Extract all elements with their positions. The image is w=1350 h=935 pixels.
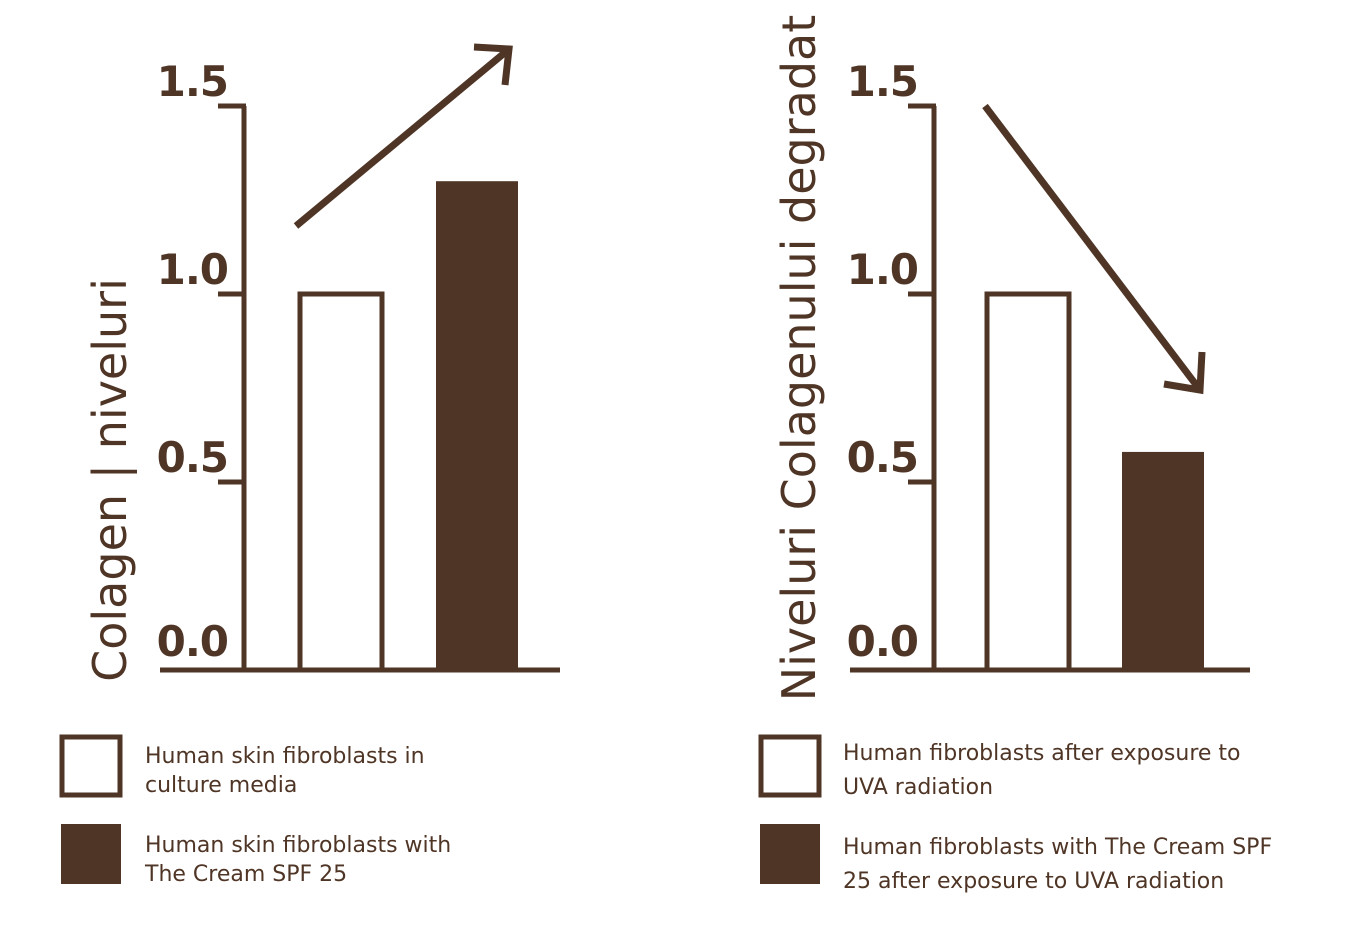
legend-swatch-filled: [760, 824, 820, 884]
y-axis-label: Niveluri Colagenului degradat: [772, 15, 826, 702]
trend-arrow-shaft: [293, 47, 511, 229]
bar-outline: [297, 291, 385, 673]
trend-arrow-head: [473, 43, 513, 86]
legend-label: UVA radiation: [843, 775, 993, 800]
legend-label: culture media: [145, 773, 297, 798]
y-axis-label: Colagen | niveluri: [83, 278, 138, 682]
trend-up-arrow-icon: [293, 43, 513, 229]
legend-label: Human fibroblasts with The Cream SPF: [843, 835, 1272, 860]
bar-filled: [1122, 451, 1204, 670]
legend-item: Human fibroblasts with The Cream SPF 25 a…: [760, 824, 1272, 894]
y-tick-label: 1.5: [847, 57, 918, 106]
legend-label: Human skin fibroblasts in: [145, 744, 425, 769]
chart-panel-1: Colagen | niveluri 0.0 0.5 1.0 1.5 Human skin…: [59, 43, 560, 887]
legend-swatch-filled: [61, 824, 121, 884]
y-tick-label: 1.5: [157, 57, 228, 106]
legend-label: The Cream SPF 25: [144, 862, 347, 887]
trend-arrow-shaft: [982, 103, 1203, 393]
legend-item: Human fibroblasts after exposure to UVA r…: [758, 734, 1241, 800]
y-tick-label: 0.0: [847, 617, 918, 666]
y-tick-label: 0.5: [157, 433, 228, 482]
bar-filled: [436, 181, 518, 670]
legend-label: Human fibroblasts after exposure to: [843, 741, 1241, 766]
legend-label: 25 after exposure to UVA radiation: [843, 869, 1224, 894]
y-tick-label: 0.5: [847, 433, 918, 482]
legend-item: Human skin fibroblasts in culture media: [59, 734, 425, 798]
trend-down-arrow-icon: [982, 103, 1206, 395]
legend-swatch-outline: [59, 734, 123, 798]
trend-arrow-head: [1163, 351, 1206, 395]
chart-panel-2: Niveluri Colagenului degradat 0.0 0.5 1.0 1.…: [758, 15, 1272, 894]
y-tick-label: 1.0: [847, 245, 918, 294]
bar-outline: [984, 291, 1072, 673]
legend-label: Human skin fibroblasts with: [145, 833, 451, 858]
y-tick-label: 0.0: [157, 617, 228, 666]
y-tick-label: 1.0: [157, 245, 228, 294]
legend-item: Human skin fibroblasts with The Cream SPF…: [61, 824, 451, 887]
legend-swatch-outline: [758, 734, 822, 798]
